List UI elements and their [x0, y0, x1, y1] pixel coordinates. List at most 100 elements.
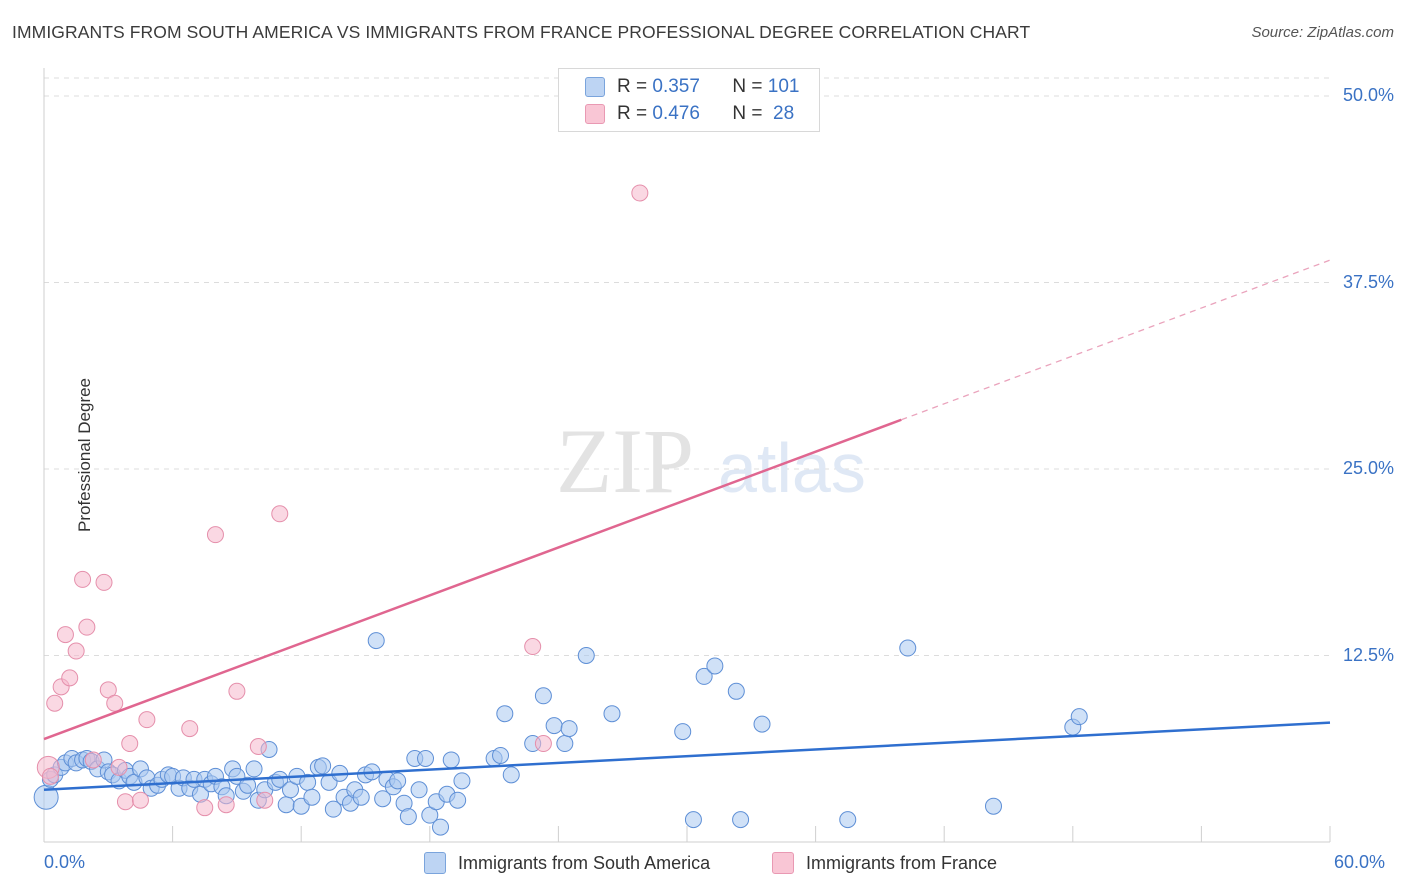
point-south-america: [556, 735, 574, 753]
point-france: [46, 694, 64, 712]
bottom-legend-swatch-pink: [772, 852, 794, 874]
source-label: Source: ZipAtlas.com: [1251, 24, 1394, 41]
correlation-legend: R = 0.357 N = 101 R = 0.476 N = 28: [558, 68, 820, 132]
point-france: [131, 791, 149, 809]
watermark: ZIP atlas: [556, 410, 866, 512]
point-south-america: [389, 772, 407, 790]
point-france: [84, 751, 102, 769]
point-france: [41, 767, 59, 785]
bottom-legend-swatch-blue: [424, 852, 446, 874]
point-south-america: [706, 657, 724, 675]
y-tick-label: 50.0%: [1342, 85, 1394, 105]
trend-lines: [43, 259, 1331, 792]
point-france: [116, 793, 134, 811]
point-south-america: [674, 723, 692, 741]
legend-row-france: R = 0.476 N = 28: [585, 102, 794, 126]
legend-swatch-blue: [585, 77, 605, 97]
point-france: [217, 796, 235, 814]
point-south-america: [577, 647, 595, 664]
legend-n-value: 101: [767, 76, 800, 97]
point-south-america: [603, 705, 621, 723]
point-south-america: [314, 757, 332, 775]
x-tick-label-min: 0.0%: [44, 852, 86, 872]
trend-line-south-america: [43, 721, 1331, 792]
bottom-legend-france: Immigrants from France: [772, 852, 997, 874]
legend-n-value: 28: [767, 103, 795, 124]
chart-title: IMMIGRANTS FROM SOUTH AMERICA VS IMMIGRA…: [12, 22, 1031, 42]
point-france: [56, 626, 74, 644]
legend-r-label: R =: [617, 103, 653, 124]
point-south-america: [502, 766, 520, 784]
point-france: [121, 735, 139, 753]
y-tick-label: 25.0%: [1342, 458, 1394, 478]
point-france: [524, 638, 542, 656]
bottom-legend-label: Immigrants from France: [806, 852, 998, 873]
point-south-america: [839, 811, 857, 829]
point-south-america: [277, 796, 295, 814]
point-south-america: [449, 791, 467, 809]
point-south-america: [367, 632, 385, 650]
point-south-america: [732, 811, 750, 829]
point-france: [95, 573, 113, 591]
legend-row-south-america: R = 0.357 N = 101: [585, 75, 799, 99]
point-france: [138, 711, 156, 729]
x-tick-label-max: 60.0%: [1334, 852, 1386, 872]
point-france: [106, 694, 124, 712]
point-south-america: [324, 800, 342, 818]
point-south-america: [417, 749, 435, 767]
trend-line-france-extension: [901, 259, 1331, 421]
point-france: [74, 570, 92, 588]
legend-r-value: 0.476: [652, 103, 700, 124]
point-south-america: [239, 776, 257, 794]
point-france: [271, 505, 289, 523]
point-south-america: [410, 781, 428, 799]
legend-r-label: R =: [617, 76, 653, 97]
y-axis-label: Professional Degree: [75, 377, 95, 533]
point-france: [78, 618, 96, 636]
point-south-america: [442, 751, 460, 769]
point-south-america: [374, 790, 392, 808]
legend-n-label: N =: [732, 76, 768, 97]
point-south-america: [352, 788, 370, 806]
point-france: [67, 642, 85, 660]
point-south-america: [271, 770, 289, 788]
point-france: [256, 791, 274, 809]
y-tick-label: 37.5%: [1342, 271, 1394, 292]
point-south-america: [684, 811, 702, 829]
point-france: [534, 735, 552, 753]
point-france: [631, 184, 649, 202]
point-south-america: [303, 788, 321, 806]
point-france: [110, 758, 128, 776]
point-south-america: [545, 717, 563, 735]
point-south-america: [496, 705, 514, 723]
point-france: [196, 799, 214, 817]
point-france: [206, 526, 224, 544]
bottom-legend-label: Immigrants from South America: [458, 852, 711, 873]
legend-swatch-pink: [585, 104, 605, 124]
trend-line-france: [43, 418, 902, 741]
point-south-america: [492, 746, 510, 764]
axes: [43, 68, 1331, 843]
data-points: [33, 184, 1088, 836]
point-south-america: [984, 797, 1002, 815]
point-france: [228, 682, 246, 700]
point-south-america: [453, 772, 471, 790]
legend-r-value: 0.357: [652, 76, 700, 97]
point-south-america: [399, 808, 417, 826]
point-south-america: [727, 682, 745, 700]
point-south-america: [899, 639, 917, 657]
gridlines: [44, 77, 1330, 656]
bottom-legend-south-america: Immigrants from South America: [424, 852, 710, 874]
point-south-america: [534, 687, 552, 705]
point-south-america: [1070, 708, 1088, 726]
point-south-america: [432, 818, 450, 836]
point-south-america: [753, 715, 771, 733]
point-south-america: [245, 760, 263, 778]
point-france: [61, 669, 79, 687]
point-france: [181, 720, 199, 738]
legend-n-label: N =: [732, 103, 768, 124]
point-france: [249, 738, 267, 756]
point-south-america: [560, 720, 578, 738]
watermark-zip: ZIP: [556, 410, 694, 512]
